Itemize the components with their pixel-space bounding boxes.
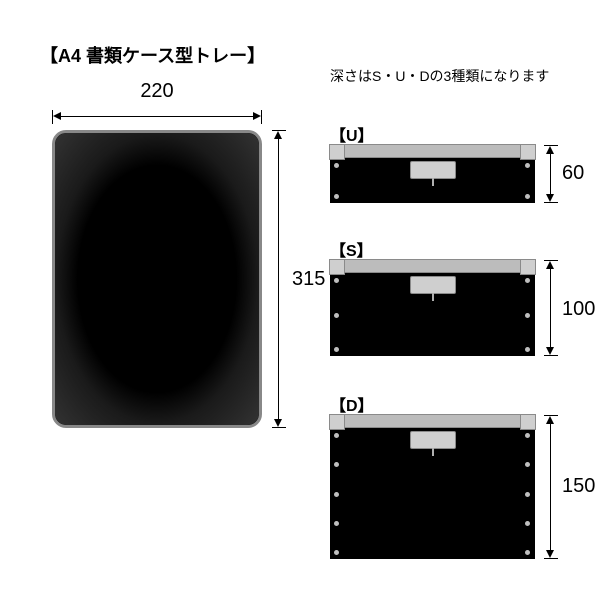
- depth-note: 深さはS・U・Dの3種類になります: [330, 66, 549, 86]
- variant-u-depth-label: 60: [562, 162, 584, 185]
- variant-d-depth-label: 150: [562, 475, 595, 498]
- variant-s-label: 【S】: [330, 237, 373, 261]
- variant-d-label: 【D】: [330, 392, 374, 416]
- tray-side-s: [330, 260, 535, 356]
- variant-u-label: 【U】: [330, 122, 374, 146]
- variant-s-depth-label: 100: [562, 298, 595, 321]
- tray-side-d: [330, 415, 535, 559]
- tray-side-u: [330, 145, 535, 203]
- tray-top-view: [52, 130, 262, 428]
- diagram-title: 【A4 書類ケース型トレー】: [40, 42, 265, 68]
- variant-u-dimension-bar: [544, 145, 558, 203]
- width-dimension-bar: [52, 110, 262, 124]
- height-dimension-label: 315: [292, 268, 325, 291]
- height-dimension-bar: [272, 130, 286, 428]
- variant-d-dimension-bar: [544, 415, 558, 559]
- width-dimension-label: 220: [52, 80, 262, 103]
- variant-s-dimension-bar: [544, 260, 558, 356]
